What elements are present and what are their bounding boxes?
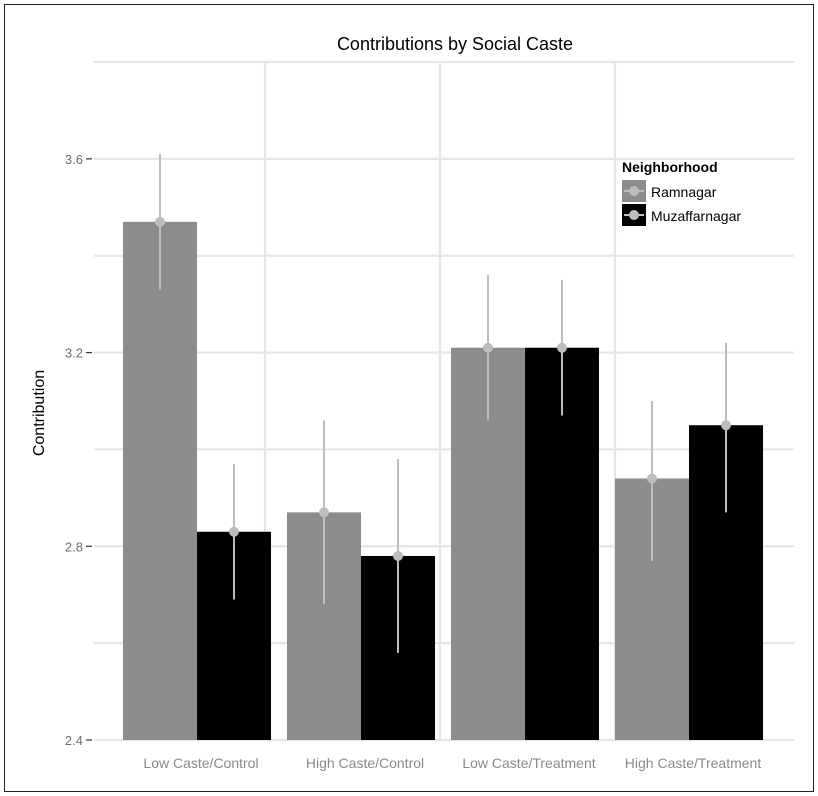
bars: [123, 221, 763, 741]
data-point: [483, 342, 493, 353]
data-point: [647, 473, 657, 484]
error-bars: [155, 154, 731, 653]
data-point: [721, 420, 731, 431]
x-tick-label: Low Caste/Control: [143, 755, 258, 771]
legend-title: Neighborhood: [622, 159, 718, 175]
y-tick-label: 3.2: [65, 346, 83, 361]
y-tick-label: 3.6: [65, 152, 83, 167]
y-tick-label: 2.8: [65, 539, 83, 554]
data-point: [319, 507, 329, 518]
x-tick-label: Low Caste/Treatment: [462, 755, 595, 771]
x-axis: Low Caste/Control High Caste/Control Low C…: [143, 755, 761, 771]
y-axis-label: Contribution: [31, 370, 48, 456]
x-tick-label: High Caste/Control: [306, 755, 424, 771]
y-axis: 2.4 2.8 3.2 3.6: [65, 152, 92, 748]
y-tick-label: 2.4: [65, 733, 83, 748]
data-point: [155, 216, 165, 227]
legend: Neighborhood Ramnagar Muzaffarnagar: [622, 159, 741, 226]
data-point: [393, 550, 403, 561]
chart-title: Contributions by Social Caste: [337, 34, 573, 54]
legend-label: Muzaffarnagar: [651, 208, 741, 224]
bar-ramnagar-0: [123, 221, 197, 741]
legend-point: [629, 210, 639, 220]
legend-point: [629, 186, 639, 196]
data-point: [229, 526, 239, 537]
legend-label: Ramnagar: [651, 184, 717, 200]
data-point: [557, 342, 567, 353]
x-tick-label: High Caste/Treatment: [625, 755, 762, 771]
